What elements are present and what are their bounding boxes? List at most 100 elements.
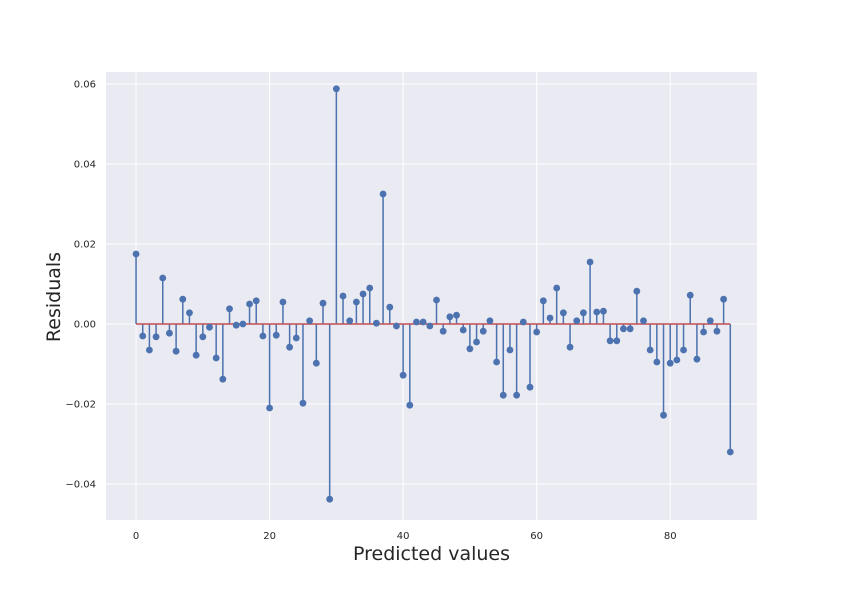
stem-marker (660, 411, 667, 419)
stem-marker (292, 334, 300, 342)
x-axis-title: Predicted values (353, 543, 510, 565)
stem-marker (613, 337, 621, 345)
plot-area (106, 72, 757, 520)
stem-marker (373, 319, 380, 327)
stem-marker (680, 346, 687, 354)
stem-marker (453, 311, 460, 319)
stem-marker (139, 332, 147, 340)
x-tick-label: 80 (664, 531, 677, 542)
stem-marker (399, 371, 407, 379)
stem-marker (446, 313, 454, 321)
stem-marker (413, 318, 420, 326)
stem-marker (386, 303, 394, 311)
stem-marker (426, 322, 434, 330)
stem-marker (479, 327, 487, 335)
stem-marker (152, 333, 160, 341)
stem-marker (626, 325, 634, 333)
stem-marker (633, 287, 641, 295)
stem-marker (159, 274, 167, 282)
stem-marker (506, 346, 514, 354)
stem-marker (306, 317, 314, 325)
stem-marker (252, 297, 260, 305)
grid-lines (106, 72, 757, 520)
stem-marker (366, 284, 374, 292)
y-axis-title: Residuals (43, 252, 65, 342)
stem-marker (379, 190, 387, 198)
stem-marker (620, 325, 627, 333)
stem-marker (146, 346, 153, 354)
stem-marker (232, 321, 240, 329)
stem-marker (246, 300, 253, 308)
stem-marker (212, 354, 220, 362)
stem-marker (519, 318, 527, 326)
stem-marker (406, 401, 414, 409)
stem-marker (286, 343, 294, 351)
stem-marker (666, 359, 674, 367)
stem-marker (586, 258, 594, 266)
x-tick-label: 60 (530, 531, 543, 542)
stem-marker (499, 391, 507, 399)
stem-marker (600, 307, 607, 315)
y-tick-label: −0.02 (65, 400, 96, 411)
stem-marker (319, 299, 327, 307)
stem-marker (179, 295, 187, 303)
stem-marker (713, 327, 721, 335)
stem-marker (580, 309, 587, 317)
stem-marker (332, 85, 340, 93)
stem-marker (553, 284, 561, 292)
stem-marker (693, 355, 701, 363)
stem-marker (526, 383, 534, 391)
stem-marker (279, 298, 287, 306)
stem-marker (172, 347, 180, 355)
stem-marker (640, 317, 647, 325)
stem-marker (726, 448, 734, 456)
stem-marker (673, 356, 681, 364)
stem-marker (393, 322, 400, 330)
stem-marker (419, 318, 427, 326)
stem-marker (186, 309, 193, 317)
stem-marker (566, 343, 574, 351)
x-tick-labels: 0 20 40 60 80 (133, 531, 677, 542)
y-tick-label: 0.04 (74, 160, 96, 171)
stem-marker (473, 338, 480, 346)
stem-marker (219, 375, 227, 383)
stem-marker (539, 297, 547, 305)
stem-marker (493, 358, 500, 366)
stem-marker (606, 337, 614, 345)
stem-marker (513, 391, 521, 399)
stem-marker (686, 291, 694, 299)
x-tick-label: 40 (397, 531, 410, 542)
stem-marker (206, 323, 213, 331)
stem-marker (259, 332, 267, 340)
stem-marker (346, 317, 354, 325)
x-tick-label: 0 (133, 531, 139, 542)
y-tick-label: 0.00 (74, 320, 96, 331)
stem-marker (573, 317, 581, 325)
y-tick-label: 0.06 (74, 80, 96, 91)
stem-marker (272, 331, 280, 339)
x-tick-label: 20 (263, 531, 276, 542)
stem-marker (359, 290, 367, 298)
stem-marker (132, 250, 140, 258)
stem-marker (706, 317, 714, 325)
stem-marker (653, 358, 661, 366)
stem-marker (593, 308, 601, 316)
y-tick-label: 0.02 (74, 240, 96, 251)
stem-marker (199, 333, 207, 341)
stem-marker (433, 296, 440, 304)
stem-marker (700, 328, 707, 336)
stem-marker (166, 329, 173, 337)
stem-marker (299, 399, 307, 407)
stem-marker (326, 495, 334, 503)
stem-marker (352, 298, 360, 306)
stem-marker (192, 351, 200, 359)
stem-marker (312, 359, 320, 367)
stem-marker (646, 346, 654, 354)
stem-marker (546, 314, 554, 322)
stem-marker (226, 305, 233, 313)
stem-marker (339, 292, 347, 300)
stem-marker (486, 317, 494, 325)
stem-marker (559, 309, 567, 317)
y-tick-label: −0.04 (65, 480, 96, 491)
